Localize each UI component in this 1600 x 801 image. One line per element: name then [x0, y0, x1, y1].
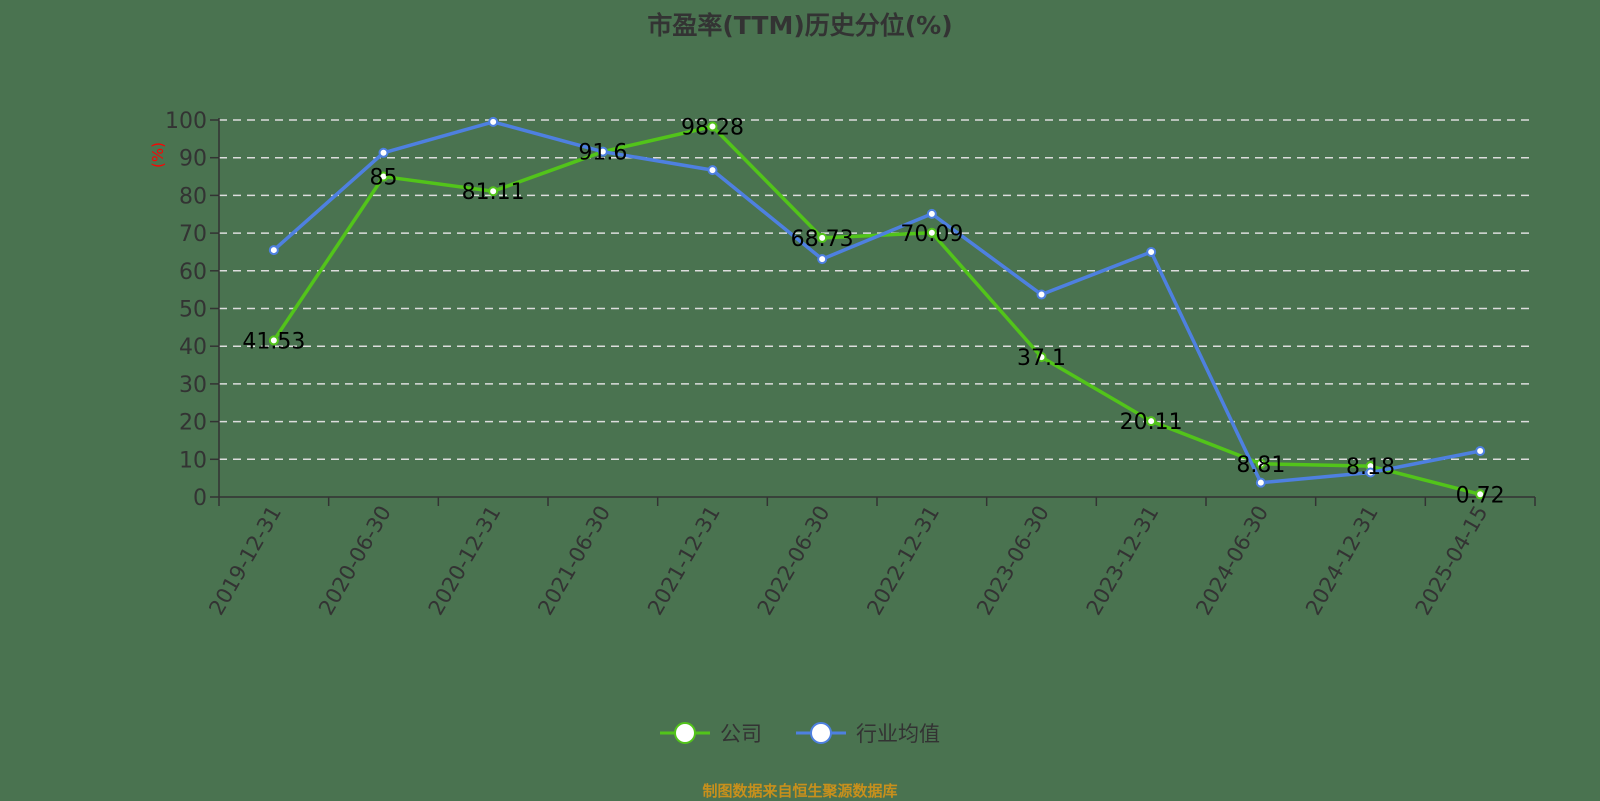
x-tick-label: 2019-12-31	[204, 502, 286, 620]
legend-item-industry[interactable]: 行业均值	[796, 718, 940, 748]
y-tick-label: 100	[165, 109, 207, 134]
data-point[interactable]	[707, 121, 718, 132]
x-tick-label: 2022-12-31	[862, 502, 944, 620]
data-point[interactable]	[817, 254, 828, 265]
chart-title: 市盈率(TTM)历史分位(%)	[647, 11, 953, 40]
data-point[interactable]	[1255, 458, 1266, 469]
line-chart: 0 10 20 30 40 50 60 70 80 90 100 (%) 2019-12-31 2020…	[149, 109, 1536, 620]
data-label: 41.53	[242, 329, 305, 354]
data-labels: 41.53 85 81.11 91.6 98.28 68.73 70.09 37.1 20.11…	[242, 115, 1504, 508]
data-point[interactable]	[488, 186, 499, 197]
data-label: 8.18	[1346, 455, 1395, 480]
y-axis: 0 10 20 30 40 50 60 70 80 90 100 (%)	[149, 109, 220, 511]
x-tick-label: 2021-12-31	[643, 502, 725, 620]
data-point[interactable]	[597, 146, 608, 157]
y-axis-unit-label: (%)	[149, 142, 167, 168]
x-tick-label: 2023-06-30	[972, 502, 1054, 620]
data-point[interactable]	[1146, 246, 1157, 257]
data-label: 0.72	[1456, 483, 1505, 508]
y-tick-label: 0	[193, 486, 207, 511]
y-tick-label: 90	[179, 147, 207, 172]
data-point[interactable]	[926, 208, 937, 219]
legend-company-line-icon	[660, 722, 710, 744]
x-tick-label: 2024-12-31	[1301, 502, 1383, 620]
y-tick-label: 30	[179, 373, 207, 398]
y-tick-label: 40	[179, 335, 207, 360]
y-tick-label: 60	[179, 260, 207, 285]
data-label: 81.11	[462, 180, 525, 205]
y-tick-label: 10	[179, 448, 207, 473]
series-lines	[268, 116, 1486, 500]
x-tick-label: 2022-06-30	[753, 502, 835, 620]
y-tick-label: 80	[179, 184, 207, 209]
data-point[interactable]	[378, 147, 389, 158]
legend-industry-line-icon	[796, 722, 846, 744]
data-point[interactable]	[1365, 467, 1376, 478]
data-point[interactable]	[1036, 289, 1047, 300]
data-point[interactable]	[1475, 446, 1486, 457]
x-tick-label: 2020-06-30	[314, 502, 396, 620]
gridlines	[219, 119, 1535, 461]
data-point[interactable]	[488, 116, 499, 127]
data-point[interactable]	[1146, 416, 1157, 427]
data-point[interactable]	[707, 165, 718, 176]
data-point[interactable]	[378, 171, 389, 182]
x-tick-label: 2025-04-15	[1411, 502, 1493, 620]
data-label: 68.73	[791, 227, 854, 252]
data-label: 8.81	[1236, 453, 1285, 478]
legend-label-company: 公司	[720, 722, 762, 746]
x-tick-label: 2021-06-30	[533, 502, 615, 620]
y-tick-label: 20	[179, 411, 207, 436]
data-label: 37.1	[1017, 346, 1066, 371]
y-tick-label: 70	[179, 222, 207, 247]
data-point[interactable]	[268, 245, 279, 256]
data-point[interactable]	[1036, 352, 1047, 363]
data-label: 91.6	[578, 141, 627, 166]
y-tick-label: 50	[179, 298, 207, 323]
legend-label-industry: 行业均值	[856, 722, 940, 746]
legend-item-company[interactable]: 公司	[660, 718, 762, 748]
data-label: 98.28	[681, 115, 744, 140]
data-source-note: 制图数据来自恒生聚源数据库	[702, 782, 898, 800]
industry-line	[272, 120, 1481, 485]
data-point[interactable]	[817, 232, 828, 243]
data-point[interactable]	[1475, 489, 1486, 500]
data-label: 20.11	[1120, 410, 1183, 435]
data-point[interactable]	[926, 227, 937, 238]
data-point[interactable]	[268, 335, 279, 346]
data-point[interactable]	[1255, 477, 1266, 488]
x-tick-label: 2024-06-30	[1191, 502, 1273, 620]
data-label: 70.09	[900, 222, 963, 247]
x-tick-label: 2023-12-31	[1082, 502, 1164, 620]
x-axis: 2019-12-31 2020-06-30 2020-12-31 2021-06-30…	[204, 496, 1536, 620]
legend: 公司 行业均值	[0, 718, 1600, 748]
x-tick-label: 2020-12-31	[424, 502, 506, 620]
data-label: 85	[370, 166, 398, 191]
company-line	[272, 124, 1481, 496]
